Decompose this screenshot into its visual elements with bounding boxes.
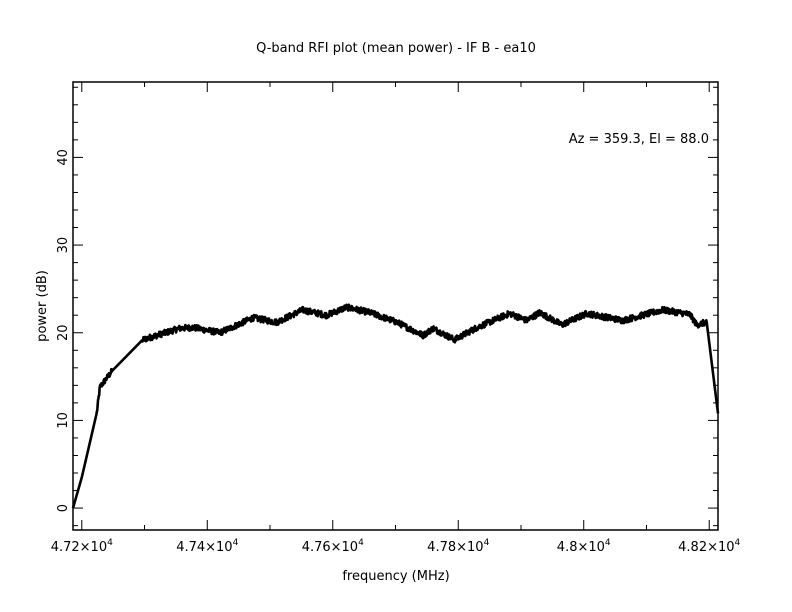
x-tick-mantissa: 4.8×10 xyxy=(557,540,605,555)
chart-title: Q-band RFI plot (mean power) - IF B - ea… xyxy=(256,41,536,56)
x-tick-labels: 4.72×104 4.74×104 4.76×104 4.78×104 4.8×104 4… xyxy=(51,538,741,555)
y-tick-label: 0 xyxy=(56,504,71,512)
x-tick-mantissa: 4.72×10 xyxy=(51,540,107,555)
x-tick-mantissa: 4.78×10 xyxy=(427,540,483,555)
y-axis-label: power (dB) xyxy=(35,270,50,342)
x-tick-label: 4.82×104 xyxy=(678,538,740,555)
x-tick-exponent: 4 xyxy=(605,538,611,548)
plot-frame xyxy=(72,81,719,531)
x-tick-label: 4.76×104 xyxy=(302,538,364,555)
x-axis-label: frequency (MHz) xyxy=(342,569,449,584)
y-tick-label: 30 xyxy=(56,237,71,254)
x-tick-mantissa: 4.76×10 xyxy=(302,540,358,555)
x-tick-label: 4.72×104 xyxy=(51,538,113,555)
x-tick-label: 4.78×104 xyxy=(427,538,489,555)
annotation-az-el: Az = 359.3, El = 88.0 xyxy=(569,132,709,147)
y-tick-label: 40 xyxy=(56,149,71,166)
x-tick-label: 4.8×104 xyxy=(557,538,611,555)
x-tick-exponent: 4 xyxy=(233,538,239,548)
y-tick-label: 20 xyxy=(56,324,71,341)
y-tick-label: 10 xyxy=(56,412,71,429)
x-tick-exponent: 4 xyxy=(484,538,490,548)
y-tick-labels: 0 10 20 30 40 xyxy=(56,149,71,512)
axis-ticks xyxy=(73,82,718,530)
x-tick-mantissa: 4.82×10 xyxy=(678,540,734,555)
series-line-mean-power xyxy=(71,303,720,509)
x-tick-exponent: 4 xyxy=(358,538,364,548)
x-tick-mantissa: 4.74×10 xyxy=(176,540,232,555)
series-layer xyxy=(71,303,720,509)
x-tick-exponent: 4 xyxy=(735,538,741,548)
x-tick-exponent: 4 xyxy=(107,538,113,548)
x-tick-label: 4.74×104 xyxy=(176,538,238,555)
